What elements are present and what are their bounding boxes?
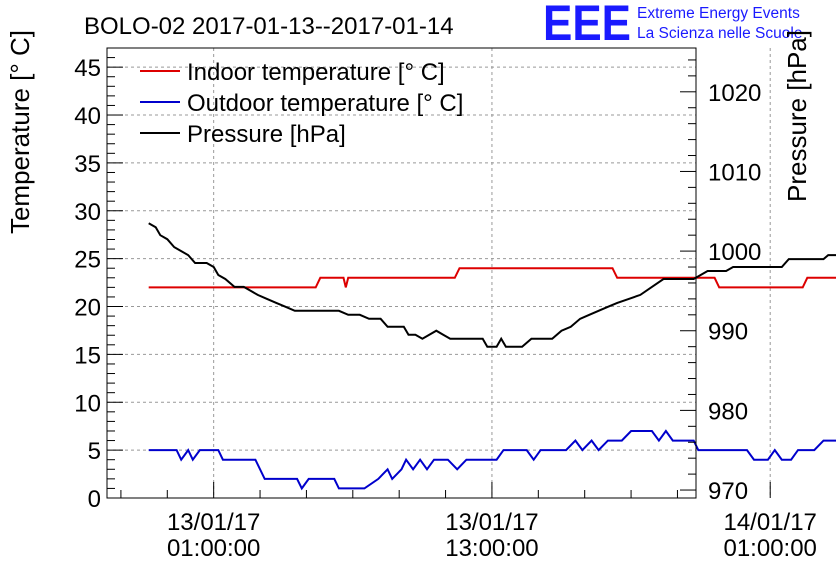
chart-title: BOLO-02 2017-01-13--2017-01-14 — [84, 13, 454, 40]
legend: Indoor temperature [° C] Outdoor tempera… — [140, 59, 463, 148]
x-tick-label-date: 13/01/17 — [167, 509, 260, 536]
axis-layer: 0 5 10 15 20 25 30 35 40 45 970 980 990 1000 1010 1020 1… — [74, 47, 817, 562]
series-layer — [148, 222, 836, 491]
series-line-indoor — [148, 267, 836, 289]
y-tick-label: 30 — [74, 199, 101, 226]
y-tick-label: 25 — [74, 247, 101, 274]
y2-tick-label: 990 — [708, 319, 748, 346]
y2-axis-label-pressure: Pressure [hPa] — [782, 30, 812, 202]
y-tick-label: 35 — [74, 151, 101, 178]
x-tick-label-date: 14/01/17 — [723, 509, 816, 536]
y-tick-label: 15 — [74, 342, 101, 369]
legend-label-pressure: Pressure [hPa] — [187, 121, 346, 148]
x-tick-label-time: 01:00:00 — [167, 535, 260, 562]
y2-tick-label: 970 — [708, 478, 748, 505]
series-line-pressure — [148, 222, 836, 348]
y-axis-label-temperature: Temperature [° C] — [5, 30, 35, 234]
x-tick-label-time: 01:00:00 — [723, 535, 816, 562]
plot-frame — [106, 47, 697, 499]
y-tick-label: 45 — [74, 55, 101, 82]
y-tick-label: 0 — [88, 486, 101, 513]
x-tick-label-time: 13:00:00 — [445, 535, 538, 562]
y-tick-label: 10 — [74, 390, 101, 417]
y2-tick-label: 1020 — [708, 80, 761, 107]
y2-tick-label: 1000 — [708, 239, 761, 266]
eee-logo: EEE Extreme Energy Events La Scienza nel… — [543, 0, 802, 51]
x-tick-label-date: 13/01/17 — [445, 509, 538, 536]
y-tick-label: 20 — [74, 295, 101, 322]
eee-logo-line2: La Scienza nelle Scuole — [637, 25, 802, 42]
y2-tick-label: 1010 — [708, 159, 761, 186]
y-tick-label: 40 — [74, 103, 101, 130]
eee-logo-line1: Extreme Energy Events — [637, 5, 800, 22]
legend-label-outdoor: Outdoor temperature [° C] — [187, 90, 463, 117]
legend-label-indoor: Indoor temperature [° C] — [187, 59, 445, 86]
y2-tick-label: 980 — [708, 398, 748, 425]
y-tick-label: 5 — [88, 438, 101, 465]
series-line-outdoor — [148, 429, 836, 491]
eee-logo-mark: EEE — [543, 0, 631, 51]
